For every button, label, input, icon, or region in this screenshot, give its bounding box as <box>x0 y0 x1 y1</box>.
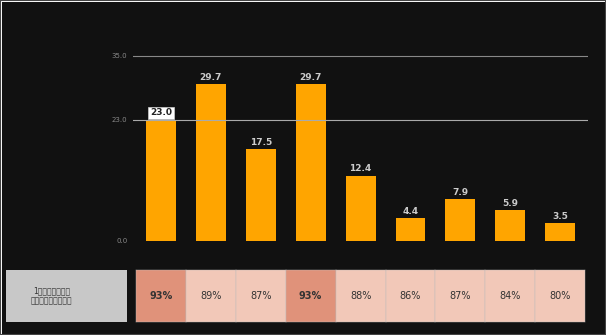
Text: 88%: 88% <box>350 291 371 300</box>
Text: 1年前よりお金を
かけるようになった: 1年前よりお金を かけるようになった <box>31 286 73 305</box>
Text: 29.7: 29.7 <box>199 73 222 82</box>
FancyArrow shape <box>108 276 123 315</box>
Text: 3.5: 3.5 <box>553 212 568 220</box>
Text: 86%: 86% <box>400 291 421 300</box>
Bar <box>245 149 276 241</box>
Text: 5.9: 5.9 <box>502 199 518 208</box>
Text: 23.0: 23.0 <box>112 117 127 123</box>
Bar <box>146 120 176 241</box>
Text: 17.5: 17.5 <box>250 138 272 146</box>
Bar <box>196 84 225 241</box>
Text: 87%: 87% <box>450 291 471 300</box>
Text: 0.0: 0.0 <box>116 238 127 244</box>
Text: 93%: 93% <box>149 291 173 300</box>
Text: 23.0: 23.0 <box>150 109 171 118</box>
Text: 29.7: 29.7 <box>299 73 322 82</box>
Text: 35.0: 35.0 <box>112 53 127 59</box>
Bar <box>445 199 476 241</box>
Text: 4.4: 4.4 <box>402 207 419 216</box>
Bar <box>396 218 425 241</box>
Bar <box>345 176 376 241</box>
Text: 80%: 80% <box>550 291 571 300</box>
Text: 93%: 93% <box>299 291 322 300</box>
Text: 7.9: 7.9 <box>453 188 468 197</box>
Text: 89%: 89% <box>200 291 221 300</box>
Text: 12.4: 12.4 <box>350 164 371 174</box>
Bar <box>496 210 525 241</box>
Bar <box>296 84 325 241</box>
Text: 87%: 87% <box>250 291 271 300</box>
Text: 84%: 84% <box>500 291 521 300</box>
Bar <box>545 223 575 241</box>
